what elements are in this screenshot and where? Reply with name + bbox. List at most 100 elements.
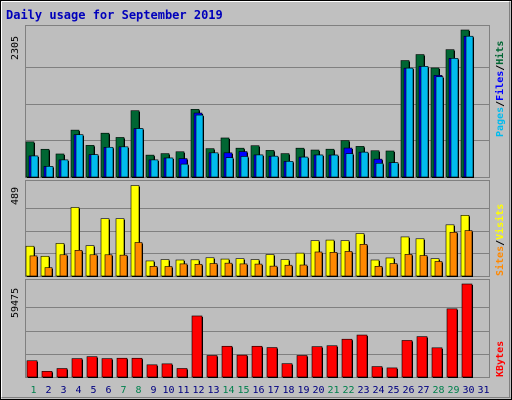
legend-pages: Pages — [495, 107, 506, 137]
pages-bar-26 — [405, 67, 414, 178]
sites-bar-23 — [359, 244, 368, 277]
pages-bar-28 — [435, 76, 444, 178]
x-tick-label-6: 6 — [105, 385, 111, 396]
kbytes-bar-27 — [416, 336, 428, 378]
x-tick-label-3: 3 — [60, 385, 66, 396]
x-tick-label-18: 18 — [282, 385, 294, 396]
kbytes-bar-13 — [206, 355, 218, 378]
sites-bar-5 — [89, 254, 98, 277]
x-tick-label-2: 2 — [45, 385, 51, 396]
x-tick-label-31: 31 — [477, 385, 489, 396]
pages-bar-5 — [90, 154, 99, 178]
sites-bar-12 — [194, 263, 203, 277]
kbytes-bar-5 — [86, 356, 98, 378]
sites-bar-29 — [449, 231, 458, 277]
x-tick-label-24: 24 — [372, 385, 384, 396]
legend-slash-1: / — [495, 101, 506, 107]
pages-bar-2 — [45, 166, 54, 178]
kbytes-bar-24 — [371, 366, 383, 378]
sites-bar-14 — [224, 262, 233, 277]
pages-bar-9 — [150, 159, 159, 178]
sites-bar-11 — [179, 263, 188, 277]
pages-bar-29 — [450, 58, 459, 178]
panel-visits-sites: 489 Sites/Visits — [10, 180, 506, 277]
x-tick-label-22: 22 — [342, 385, 354, 396]
x-tick-label-5: 5 — [90, 385, 96, 396]
x-tick-label-12: 12 — [192, 385, 204, 396]
panel-1-legend: Pages/Files/Hits — [494, 41, 506, 137]
panel-3-legend: KBytes — [495, 341, 506, 377]
x-tick-label-30: 30 — [462, 385, 474, 396]
legend-slash-3: / — [495, 240, 506, 246]
kbytes-bar-14 — [221, 345, 233, 378]
panel-2-legend: Sites/Visits — [494, 204, 506, 276]
sites-bar-22 — [344, 251, 353, 277]
panel-1-ymax-label: 2305 — [10, 36, 21, 60]
x-tick-label-17: 17 — [267, 385, 279, 396]
x-tick-label-29: 29 — [447, 385, 459, 396]
sites-bar-24 — [374, 266, 383, 277]
panel-3-bars — [26, 283, 473, 378]
sites-bar-6 — [104, 254, 113, 277]
legend-hits: Hits — [494, 41, 506, 65]
pages-bar-18 — [285, 161, 294, 178]
kbytes-bar-2 — [41, 371, 53, 378]
sites-bar-20 — [314, 251, 323, 277]
sites-bar-4 — [74, 250, 83, 277]
sites-bar-16 — [254, 263, 263, 277]
kbytes-bar-19 — [296, 355, 308, 378]
sites-bar-3 — [59, 254, 68, 277]
sites-bar-25 — [389, 263, 398, 277]
panel-3-ymax-label: 59475 — [10, 288, 21, 318]
x-tick-label-15: 15 — [237, 385, 249, 396]
sites-bar-21 — [329, 252, 338, 277]
x-tick-label-16: 16 — [252, 385, 264, 396]
kbytes-bar-30 — [461, 283, 473, 378]
pages-bar-6 — [105, 146, 114, 178]
sites-bar-13 — [209, 263, 218, 277]
x-tick-label-25: 25 — [387, 385, 399, 396]
pages-bar-7 — [120, 146, 129, 178]
pages-bar-19 — [300, 156, 309, 178]
sites-bar-1 — [29, 255, 38, 277]
panel-hits-files-pages: 2305 Pages/Files/Hits — [10, 25, 506, 178]
x-tick-label-19: 19 — [297, 385, 309, 396]
pages-bar-10 — [165, 157, 174, 178]
kbytes-bar-7 — [116, 357, 128, 378]
sites-bar-17 — [269, 265, 278, 277]
pages-bar-8 — [135, 128, 144, 178]
x-tick-label-11: 11 — [177, 385, 189, 396]
kbytes-bar-4 — [71, 358, 83, 378]
kbytes-bar-29 — [446, 308, 458, 378]
pages-bar-13 — [210, 152, 219, 178]
x-tick-label-28: 28 — [432, 385, 444, 396]
x-axis-day-labels: 1 2 3 4 5 6 7 8 9 10 11 12 13 14 15 16 17 18 19 20 21 22 23 24 2… — [30, 385, 489, 396]
kbytes-bar-17 — [266, 347, 278, 378]
pages-bar-23 — [360, 151, 369, 178]
pages-bar-20 — [315, 154, 324, 178]
kbytes-bar-8 — [131, 357, 143, 378]
kbytes-bar-22 — [341, 338, 353, 378]
pages-bar-22 — [345, 153, 354, 178]
chart-title: Daily usage for September 2019 — [6, 8, 223, 22]
x-tick-label-26: 26 — [402, 385, 414, 396]
x-tick-label-8: 8 — [135, 385, 141, 396]
pages-bar-16 — [255, 154, 264, 178]
kbytes-bar-15 — [236, 354, 248, 378]
pages-bar-14 — [225, 157, 234, 178]
legend-sites: Sites — [494, 246, 506, 276]
pages-bar-4 — [75, 134, 84, 178]
legend-visits: Visits — [494, 204, 506, 240]
x-tick-label-20: 20 — [312, 385, 324, 396]
x-tick-label-21: 21 — [327, 385, 339, 396]
legend-slash-2: / — [495, 65, 506, 71]
x-tick-label-27: 27 — [417, 385, 429, 396]
kbytes-bar-10 — [161, 363, 173, 378]
pages-bar-15 — [240, 156, 249, 178]
panel-2-bars — [25, 185, 473, 277]
sites-bar-30 — [464, 230, 473, 277]
sites-bar-7 — [119, 254, 128, 277]
x-tick-label-23: 23 — [357, 385, 369, 396]
